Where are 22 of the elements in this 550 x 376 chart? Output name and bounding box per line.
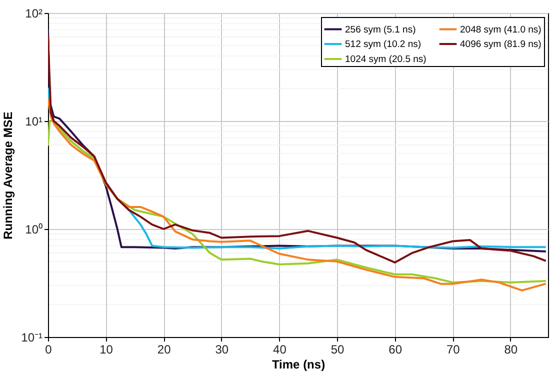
- x-tick-label: 20: [157, 342, 172, 356]
- x-tick-label: 30: [215, 342, 229, 356]
- x-axis-title: Time (ns): [272, 358, 326, 372]
- legend-label: 512 sym (10.2 ns): [345, 39, 422, 50]
- x-tick-label: 10: [100, 342, 114, 356]
- x-tick-label: 0: [45, 342, 52, 356]
- y-tick-label: 10⁻¹: [21, 330, 43, 344]
- legend-label: 2048 sym (41.0 ns): [460, 24, 542, 36]
- x-tick-label: 70: [446, 342, 460, 356]
- y-axis-title: Running Average MSE: [1, 112, 16, 240]
- y-tick-label: 10⁰: [25, 222, 42, 236]
- legend-label: 4096 sym (81.9 ns): [460, 39, 542, 50]
- x-tick-label: 80: [504, 342, 518, 356]
- y-tick-label: 10²: [25, 6, 43, 20]
- y-tick-label: 10¹: [25, 114, 43, 128]
- legend-label: 1024 sym (20.5 ns): [345, 54, 426, 65]
- x-tick-label: 50: [330, 342, 345, 356]
- x-tick-label: 40: [273, 342, 287, 356]
- line-series: [48, 120, 546, 284]
- line-series: [48, 98, 546, 292]
- legend-label: 256 sym (5.1 ns): [345, 24, 416, 36]
- x-tick-label: 60: [388, 342, 402, 356]
